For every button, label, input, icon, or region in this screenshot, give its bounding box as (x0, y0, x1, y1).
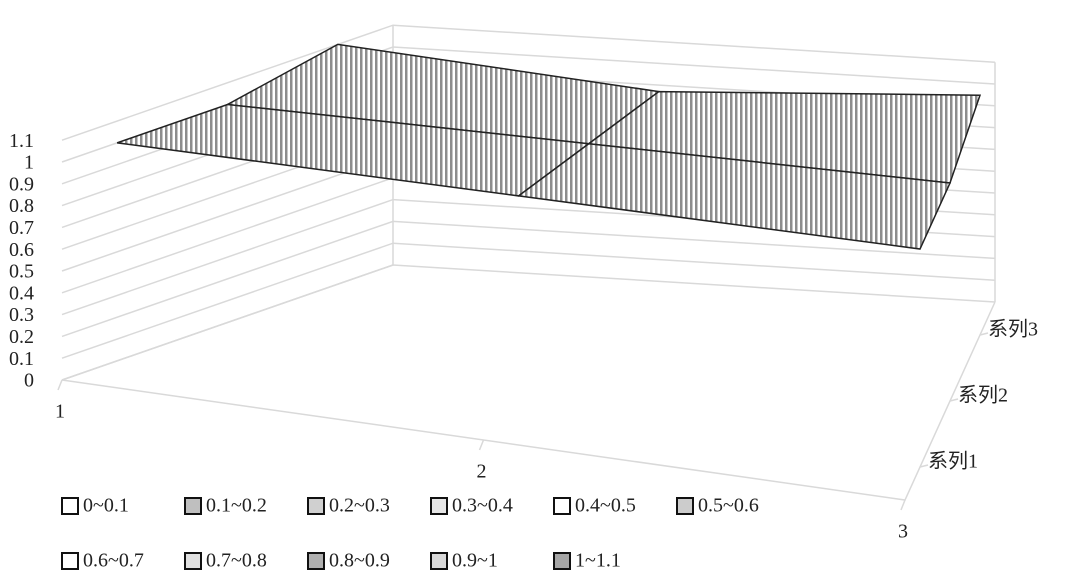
legend-label: 0~0.1 (83, 495, 129, 517)
x-tick (57, 379, 63, 391)
z-tick-label: 0.2 (9, 326, 34, 348)
legend-swatch (430, 552, 448, 570)
z-tick-label: 0.8 (9, 195, 34, 217)
z-tick-label: 0.3 (9, 304, 34, 326)
z-tick-label: 0.6 (9, 239, 34, 261)
y-tick (949, 398, 959, 402)
y-tick (979, 332, 989, 336)
legend-swatch (184, 552, 202, 570)
legend-label: 0.2~0.3 (329, 495, 390, 517)
z-tick-label: 0.7 (9, 217, 34, 239)
z-tick-label: 0.1 (9, 348, 34, 370)
z-tick-label: 0.9 (9, 173, 34, 195)
legend-label: 0.7~0.8 (206, 550, 267, 572)
legend-swatch (307, 497, 325, 515)
z-tick-label: 1.1 (9, 130, 34, 152)
legend-label: 0.6~0.7 (83, 550, 144, 572)
legend-swatch (307, 552, 325, 570)
series-label: 系列1 (928, 450, 978, 473)
legend-swatch (553, 552, 571, 570)
legend-label: 0.9~1 (452, 550, 498, 572)
legend-label: 0.5~0.6 (698, 495, 759, 517)
series-label: 系列2 (958, 384, 1008, 407)
legend-label: 0.3~0.4 (452, 495, 513, 517)
surface (116, 43, 982, 250)
legend-swatch (430, 497, 448, 515)
legend-swatch (61, 497, 79, 515)
y-tick (919, 464, 929, 468)
z-tick-label: 0.4 (9, 282, 34, 304)
x-tick (900, 499, 906, 511)
legend-swatch (676, 497, 694, 515)
legend-label: 0.4~0.5 (575, 495, 636, 517)
wall-edge (61, 264, 394, 381)
legend-label: 1~1.1 (575, 550, 621, 572)
z-tick-label: 0 (24, 370, 34, 392)
surface-cell (516, 142, 952, 250)
grid-line (61, 264, 996, 381)
x-tick (478, 439, 485, 451)
legend-label: 0.8~0.9 (329, 550, 390, 572)
x-tick-label: 2 (477, 461, 487, 483)
x-tick-label: 3 (898, 521, 908, 543)
legend-swatch (61, 552, 79, 570)
legend-label: 0.1~0.2 (206, 495, 267, 517)
legend-swatch (184, 497, 202, 515)
z-tick-label: 1 (24, 152, 34, 174)
z-tick-label: 0.5 (9, 261, 34, 283)
series-label: 系列3 (988, 318, 1038, 341)
grid-line (61, 242, 996, 359)
x-tick-label: 1 (55, 401, 65, 423)
legend-swatch (553, 497, 571, 515)
